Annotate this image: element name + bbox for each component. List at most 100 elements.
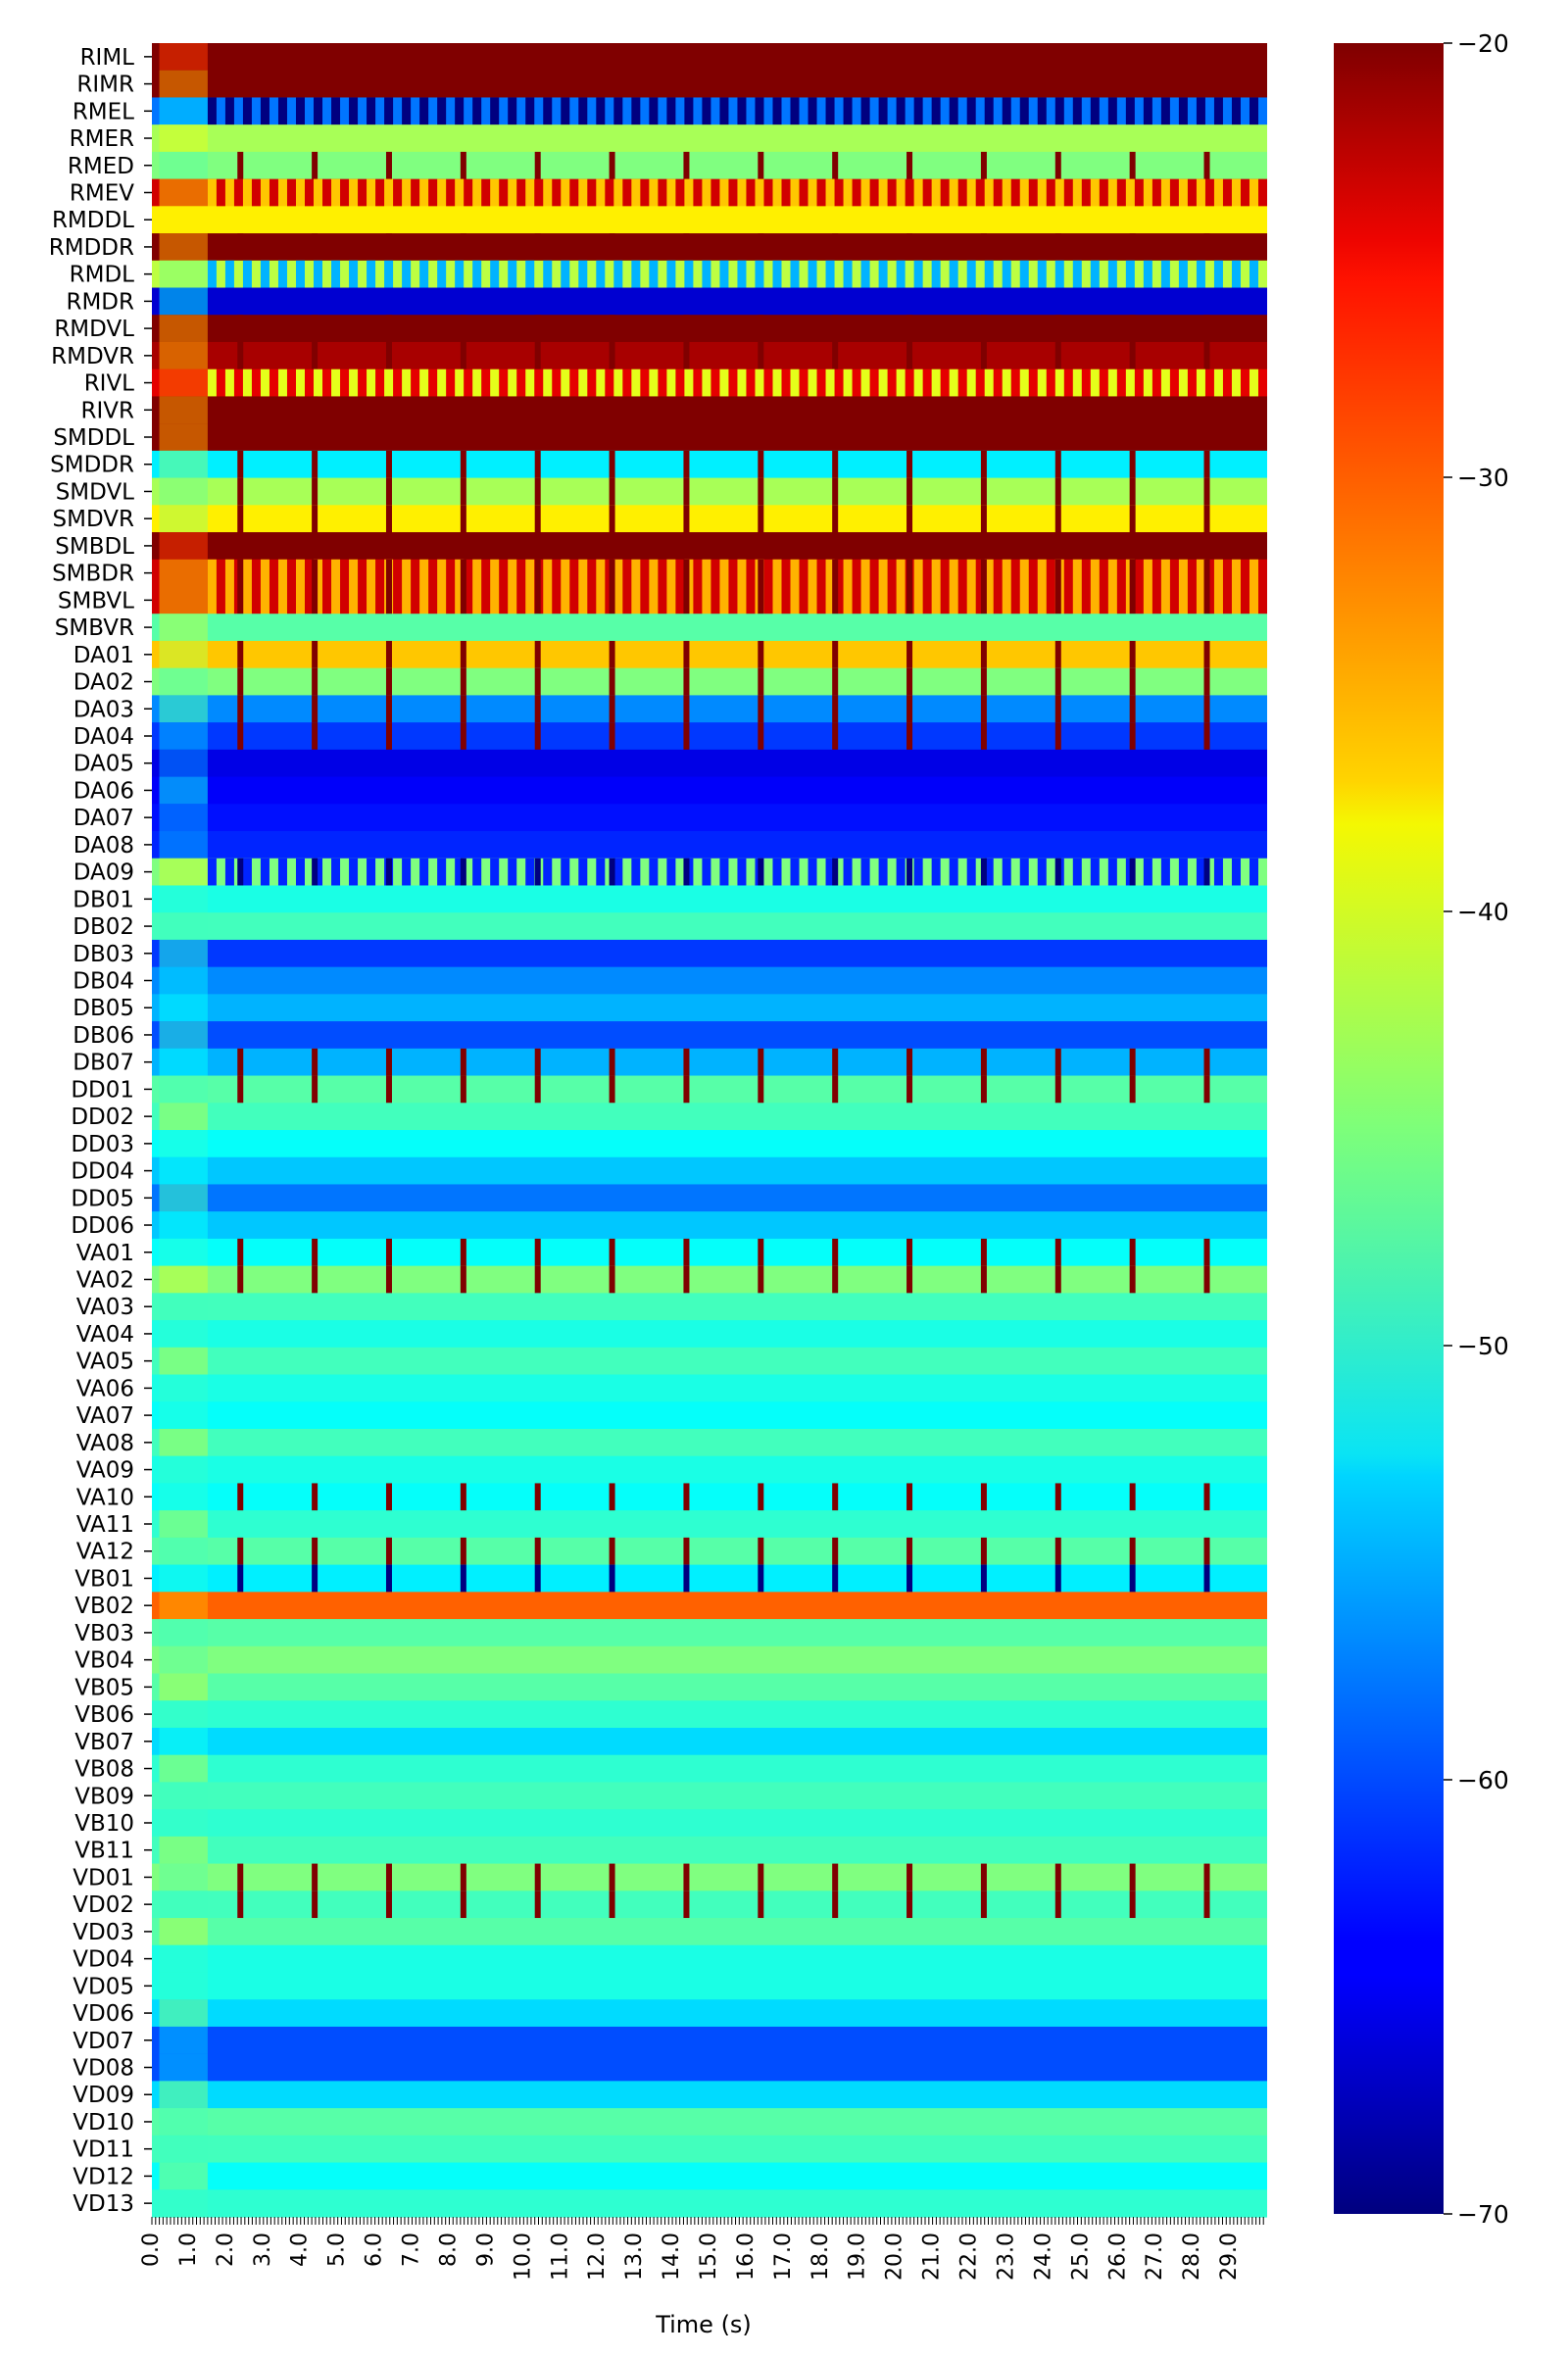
heatmap-stripe	[984, 97, 994, 125]
heatmap-transient	[159, 178, 208, 207]
heatmap-stripe	[702, 559, 711, 588]
heatmap-burst	[832, 667, 839, 697]
heatmap-burst	[460, 1048, 466, 1077]
heatmap-stripe	[790, 586, 800, 614]
heatmap-stripe	[825, 586, 835, 614]
heatmap-burst	[758, 341, 764, 370]
heatmap-burst	[980, 315, 987, 343]
heatmap-stripe	[843, 178, 853, 207]
heatmap-stripe	[367, 858, 376, 887]
colorbar-tick-label: −30	[1457, 464, 1509, 492]
heatmap-burst	[534, 396, 541, 424]
heatmap-burst	[237, 1537, 244, 1566]
heatmap-transient	[159, 1428, 208, 1457]
heatmap-transient	[159, 559, 208, 588]
row-label: RMDDR	[49, 235, 134, 261]
heatmap-burst	[534, 1075, 541, 1104]
heatmap-stripe	[1231, 260, 1241, 289]
heatmap-burst	[237, 532, 244, 561]
heatmap-stripe	[931, 260, 941, 289]
heatmap-burst	[237, 1891, 244, 1919]
heatmap-burst	[683, 315, 690, 343]
row-label: VA06	[76, 1376, 134, 1401]
heatmap-stripe	[878, 368, 888, 398]
heatmap-burst	[1129, 722, 1136, 751]
heatmap-stripe	[314, 559, 323, 588]
heatmap-row-VB10	[152, 1809, 1267, 1838]
heatmap-stripe	[224, 97, 234, 125]
heatmap-stripe	[490, 858, 500, 887]
heatmap-burst	[460, 695, 466, 723]
heatmap-stripe	[702, 97, 711, 125]
heatmap-burst	[312, 640, 318, 669]
heatmap-burst	[683, 559, 690, 588]
heatmap-stripe	[242, 178, 252, 207]
heatmap-transient	[159, 1374, 208, 1402]
heatmap-stripe	[666, 858, 676, 887]
heatmap-stripe	[1160, 559, 1170, 588]
heatmap-stripe	[913, 559, 923, 588]
heatmap-stripe	[931, 858, 941, 887]
heatmap-row-VD06	[152, 1999, 1267, 2028]
heatmap-row-VD03	[152, 1918, 1267, 1946]
heatmap-burst	[385, 695, 392, 723]
heatmap-burst	[1203, 1891, 1210, 1919]
heatmap-burst	[609, 151, 615, 180]
heatmap-stripe	[508, 368, 517, 398]
heatmap-row-VA07	[152, 1401, 1267, 1430]
heatmap-burst	[1054, 858, 1061, 887]
heatmap-burst	[758, 315, 764, 343]
heatmap-stripe	[1002, 97, 1011, 125]
row-label: DD04	[71, 1159, 134, 1185]
heatmap-transient	[159, 2135, 208, 2164]
heatmap-stripe	[631, 559, 641, 588]
heatmap-stripe	[843, 586, 853, 614]
heatmap-stripe	[825, 559, 835, 588]
heatmap-stripe	[984, 858, 994, 887]
heatmap-stripe	[1213, 559, 1223, 588]
heatmap-burst	[1129, 1265, 1136, 1294]
heatmap-burst	[312, 505, 318, 533]
row-label: VD05	[73, 1974, 134, 1999]
heatmap-stripe	[525, 586, 535, 614]
heatmap-row-RMDDR	[152, 233, 1267, 262]
heatmap-stripe	[384, 178, 394, 207]
heatmap-burst	[534, 315, 541, 343]
heatmap-burst	[980, 695, 987, 723]
heatmap-burst	[312, 233, 318, 262]
heatmap-transient	[159, 151, 208, 180]
heatmap-burst	[1129, 233, 1136, 262]
heatmap-stripe	[1125, 368, 1135, 398]
heatmap-stripe	[1019, 178, 1029, 207]
heatmap-stripe	[295, 858, 305, 887]
heatmap-burst	[1129, 559, 1136, 588]
heatmap-stripe	[790, 858, 800, 887]
row-label: DD01	[71, 1077, 134, 1103]
heatmap-row-DD05	[152, 1184, 1267, 1212]
heatmap-stripe	[543, 97, 553, 125]
heatmap-stripe	[1160, 260, 1170, 289]
heatmap-transient	[159, 1401, 208, 1430]
heatmap-burst	[1129, 1863, 1136, 1891]
heatmap-burst	[1054, 341, 1061, 370]
heatmap-stripe	[1213, 178, 1223, 207]
heatmap-stripe	[561, 559, 570, 588]
heatmap-burst	[534, 586, 541, 614]
heatmap-stripe	[260, 178, 270, 207]
heatmap-burst	[1129, 532, 1136, 561]
heatmap-burst	[609, 586, 615, 614]
heatmap-stripe	[331, 368, 341, 398]
heatmap-burst	[237, 423, 244, 452]
heatmap-stripe	[561, 858, 570, 887]
heatmap-stripe	[455, 586, 465, 614]
x-tick-label: 11.0	[548, 2233, 572, 2281]
heatmap-burst	[1054, 695, 1061, 723]
x-tick-label: 15.0	[697, 2233, 721, 2281]
heatmap-stripe	[543, 178, 553, 207]
heatmap-stripe	[631, 586, 641, 614]
heatmap-stripe	[1125, 178, 1135, 207]
row-label: VD10	[73, 2110, 134, 2136]
heatmap-stripe	[1143, 178, 1152, 207]
heatmap-stripe	[1107, 260, 1117, 289]
heatmap-row-VA10	[152, 1483, 1267, 1511]
